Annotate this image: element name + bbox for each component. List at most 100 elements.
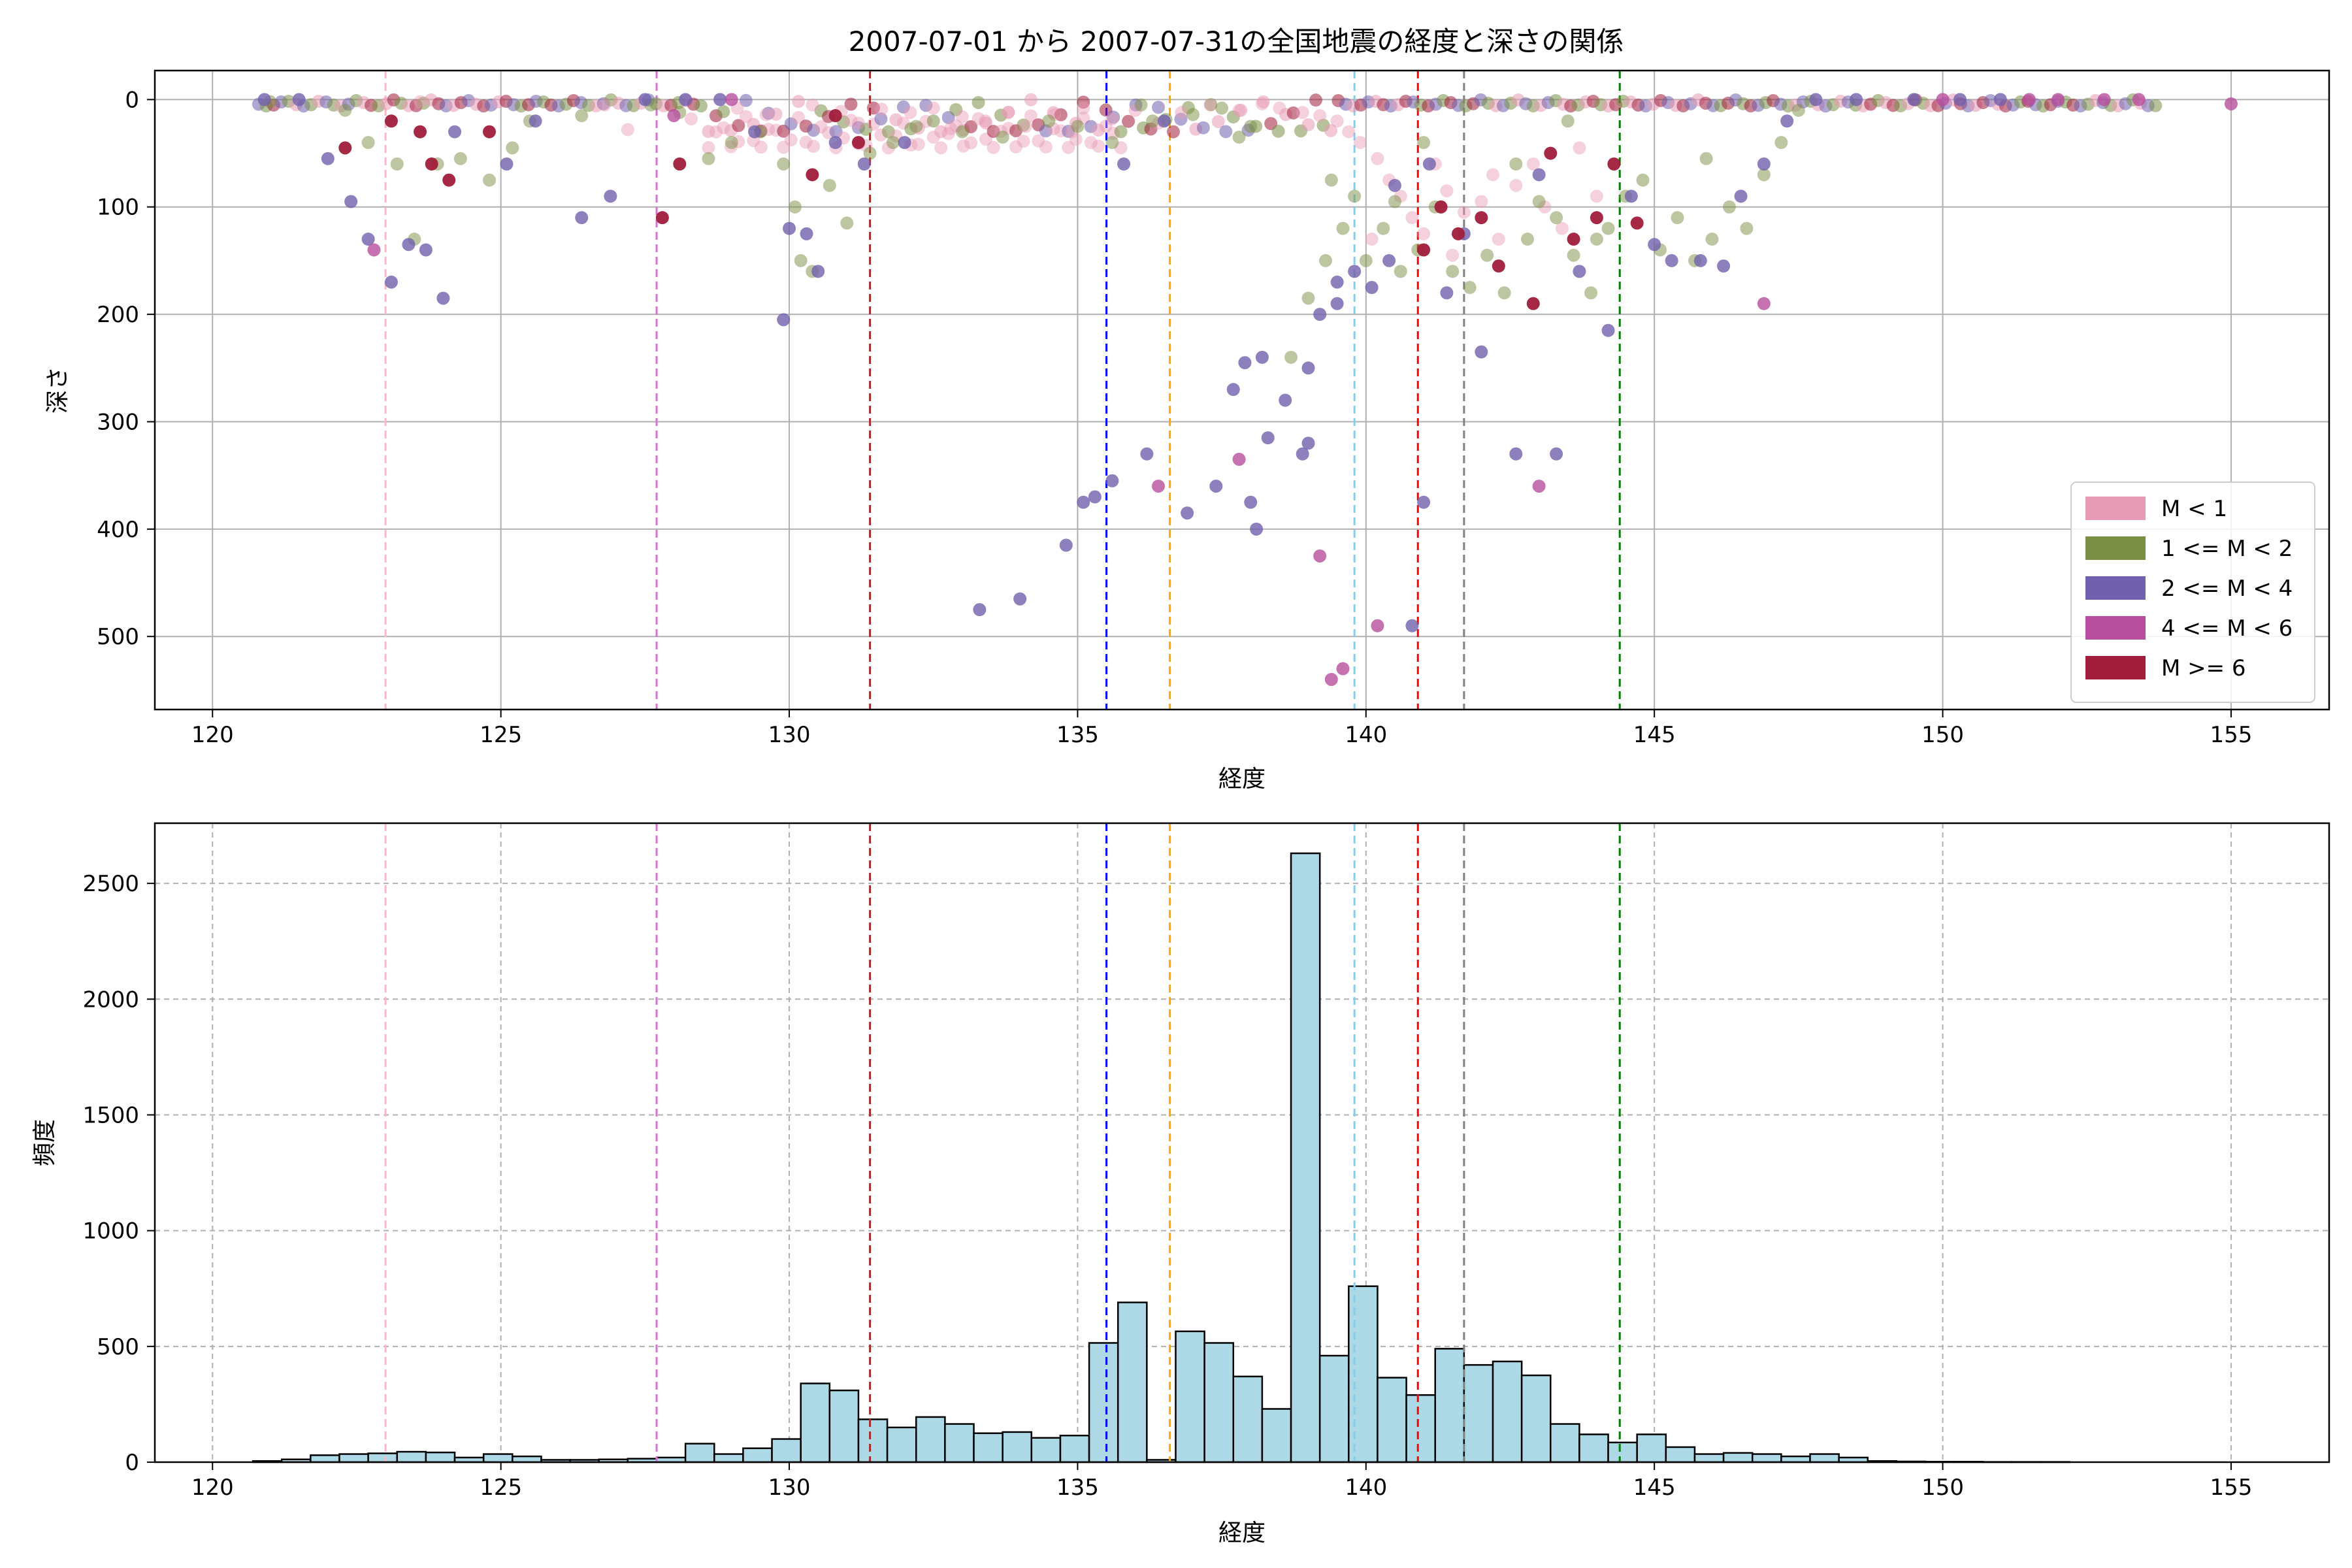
- scatter-point: [1330, 275, 1344, 289]
- scatter-point: [1255, 350, 1269, 364]
- scatter-point: [1480, 248, 1494, 262]
- scatter-point: [792, 95, 806, 108]
- scatter-point: [1077, 495, 1090, 509]
- hist-bar: [1463, 1364, 1494, 1463]
- scatter-point: [338, 141, 352, 155]
- hist-bar: [338, 1453, 369, 1463]
- scatter-point: [1152, 101, 1165, 114]
- scatter-point: [926, 114, 940, 128]
- scatter-point: [777, 313, 791, 327]
- scatter-point: [2149, 99, 2163, 112]
- scatter-point: [814, 120, 828, 134]
- scatter-point: [1365, 233, 1379, 246]
- hist-bar: [684, 1443, 715, 1463]
- scatter-point: [1226, 383, 1240, 397]
- scatter-point: [1105, 112, 1119, 125]
- scatter-point: [1907, 93, 1921, 106]
- legend-label: 2 <= M < 4: [2161, 576, 2293, 602]
- scatter-point: [1039, 140, 1053, 154]
- scatter-point: [1324, 123, 1337, 137]
- scatter-point: [889, 113, 903, 127]
- scatter-point: [702, 140, 715, 154]
- scatter-point: [1446, 265, 1460, 278]
- scatter-point: [1186, 108, 1200, 122]
- hist-bar: [713, 1453, 744, 1463]
- hist-bar: [857, 1418, 889, 1463]
- scatter-point: [1544, 146, 1558, 160]
- hist-x-tick-label: 125: [480, 1475, 522, 1501]
- hist-bar: [1117, 1301, 1148, 1463]
- scatter-point: [1024, 93, 1037, 106]
- scatter-point: [1071, 120, 1085, 133]
- scatter-point: [1601, 221, 1615, 235]
- scatter-point: [881, 125, 895, 139]
- scatter-point: [1330, 114, 1344, 128]
- scatter-point: [414, 95, 427, 108]
- scatter-point: [1309, 93, 1322, 107]
- scatter-point: [1717, 259, 1731, 273]
- scatter-point: [1520, 233, 1534, 246]
- scatter-point: [1624, 189, 1638, 203]
- scatter-point: [1526, 157, 1540, 171]
- scatter-point: [979, 114, 992, 128]
- scatter-point: [1693, 253, 1707, 267]
- hist-bar: [1665, 1446, 1696, 1463]
- scatter-point: [667, 109, 681, 123]
- scatter-point: [898, 136, 911, 150]
- scatter-point: [769, 107, 783, 121]
- scatter-point: [1475, 211, 1488, 225]
- legend-swatch: [2085, 497, 2146, 520]
- hist-bar: [1722, 1452, 1754, 1463]
- scatter-point: [1250, 522, 1264, 536]
- scatter-point: [1532, 168, 1546, 182]
- scatter-point: [1152, 480, 1165, 493]
- scatter-point: [973, 603, 987, 617]
- scatter-point: [732, 119, 745, 133]
- scatter-point: [1313, 549, 1327, 563]
- scatter-point: [1590, 211, 1603, 225]
- scatter-x-tick-label: 120: [191, 722, 234, 748]
- hist-bar: [1751, 1453, 1782, 1463]
- scatter-x-tick-label: 140: [1345, 722, 1387, 748]
- scatter-point: [783, 221, 796, 235]
- scatter-point: [425, 157, 438, 171]
- hist-y-tick-label: 0: [125, 1450, 139, 1476]
- scatter-point: [863, 146, 877, 160]
- hist-bar: [1520, 1374, 1552, 1463]
- scatter-point: [1330, 297, 1344, 310]
- hist-y-tick-label: 1500: [82, 1102, 139, 1128]
- hist-bars: [252, 852, 2071, 1463]
- scatter-point: [987, 140, 1000, 154]
- scatter-point: [1561, 114, 1575, 128]
- hist-bar: [1809, 1453, 1840, 1463]
- scatter-point: [292, 93, 306, 106]
- scatter-point: [702, 152, 715, 165]
- hist-bar: [1550, 1423, 1580, 1463]
- hist-bar: [771, 1438, 802, 1463]
- scatter-point: [886, 136, 900, 150]
- hist-bar: [973, 1432, 1004, 1463]
- scatter-point: [1382, 253, 1396, 267]
- scatter-point: [1722, 200, 1736, 214]
- scatter-point: [1319, 253, 1332, 267]
- scatter-point: [1371, 152, 1384, 165]
- scatter-y-tick-label: 100: [97, 195, 139, 221]
- scatter-point: [807, 123, 821, 137]
- scatter-point: [1077, 101, 1090, 115]
- scatter-point: [1422, 157, 1436, 171]
- scatter-point: [1039, 124, 1053, 138]
- scatter-point: [1059, 538, 1073, 552]
- scatter-point: [828, 109, 842, 123]
- scatter-point: [1475, 345, 1488, 359]
- scatter-point: [2022, 93, 2036, 106]
- scatter-point: [361, 233, 375, 246]
- hist-bar: [1290, 852, 1321, 1463]
- scatter-point: [1084, 136, 1098, 150]
- scatter-y-tick-label: 0: [125, 87, 139, 113]
- scatter-series: [257, 93, 2007, 632]
- scatter-point: [800, 227, 813, 240]
- scatter-point: [777, 157, 791, 171]
- scatter-point: [896, 100, 910, 114]
- scatter-point: [979, 116, 993, 130]
- hist-bar: [1002, 1431, 1033, 1463]
